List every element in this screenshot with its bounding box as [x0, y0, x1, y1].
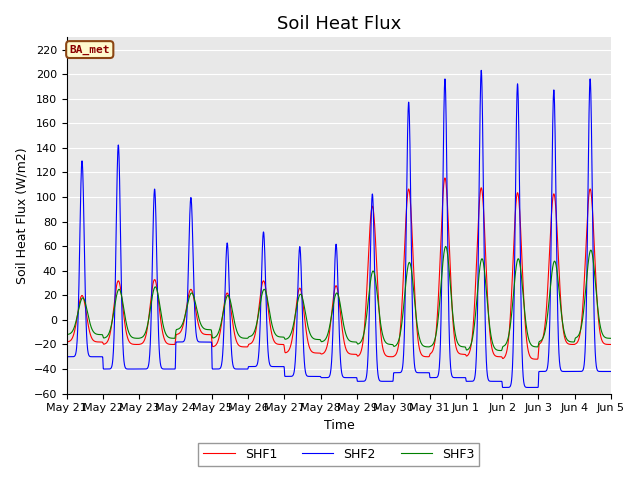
Y-axis label: Soil Heat Flux (W/m2): Soil Heat Flux (W/m2)	[15, 147, 28, 284]
SHF3	[125, 330, 132, 336]
SHF3	[295, 293, 303, 299]
Legend: SHF1, SHF2, SHF3: SHF1, SHF2, SHF3	[198, 443, 479, 466]
SHF2	[607, 369, 615, 374]
SHF3	[597, 325, 605, 331]
SHF1	[607, 342, 615, 348]
Line: SHF3: SHF3	[67, 246, 611, 350]
SHF2	[295, 251, 303, 256]
SHF1	[538, 337, 546, 343]
SHF2	[125, 366, 132, 372]
SHF2	[538, 369, 546, 374]
SHF2	[533, 384, 541, 390]
Line: SHF1: SHF1	[67, 178, 611, 359]
SHF1	[597, 333, 605, 339]
SHF1	[157, 320, 165, 326]
SHF3	[538, 336, 546, 342]
SHF1	[125, 338, 132, 344]
X-axis label: Time: Time	[323, 419, 355, 432]
SHF2	[597, 369, 605, 374]
SHF2	[271, 364, 279, 370]
SHF1	[441, 175, 449, 181]
SHF2	[477, 68, 485, 73]
SHF1	[533, 356, 541, 362]
SHF1	[271, 340, 279, 346]
Title: Soil Heat Flux: Soil Heat Flux	[276, 15, 401, 33]
SHF3	[63, 332, 70, 337]
SHF3	[271, 331, 279, 337]
SHF1	[295, 286, 303, 292]
SHF3	[442, 243, 449, 249]
SHF1	[63, 339, 70, 345]
SHF3	[497, 348, 505, 353]
Text: BA_met: BA_met	[70, 45, 110, 55]
SHF2	[157, 364, 165, 370]
SHF3	[607, 336, 615, 341]
SHF2	[63, 354, 70, 360]
Line: SHF2: SHF2	[67, 71, 611, 387]
SHF3	[157, 311, 165, 317]
